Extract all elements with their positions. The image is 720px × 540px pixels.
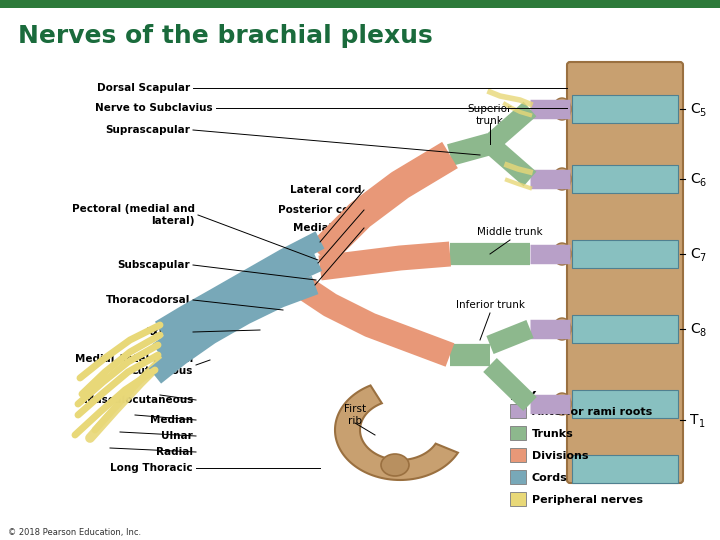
Bar [510, 492, 526, 506]
Text: C: C [690, 322, 700, 336]
Text: Peripheral nerves: Peripheral nerves [532, 495, 643, 505]
Text: Trunks: Trunks [532, 429, 574, 439]
Text: Posterior cord: Posterior cord [278, 205, 362, 215]
Text: Cords: Cords [532, 473, 568, 483]
Bar [572, 95, 678, 123]
Text: Dorsal Scapular: Dorsal Scapular [97, 83, 190, 93]
Text: 1: 1 [699, 419, 705, 429]
Text: Axillary: Axillary [145, 327, 190, 337]
Text: Nerves of the brachial plexus: Nerves of the brachial plexus [18, 24, 433, 48]
Text: 6: 6 [699, 178, 705, 188]
Ellipse shape [381, 454, 409, 476]
Ellipse shape [553, 243, 571, 265]
Text: Thoracodorsal: Thoracodorsal [106, 295, 190, 305]
Bar [572, 315, 678, 343]
Text: 5: 5 [699, 108, 706, 118]
Ellipse shape [553, 98, 571, 120]
Bar [572, 390, 678, 418]
Ellipse shape [553, 168, 571, 190]
Text: Median: Median [150, 415, 193, 425]
Text: C: C [690, 172, 700, 186]
Text: Pectoral (medial and
lateral): Pectoral (medial and lateral) [72, 204, 195, 226]
Text: Suprascapular: Suprascapular [105, 125, 190, 135]
Text: T: T [690, 413, 698, 427]
Text: 7: 7 [699, 253, 706, 263]
Text: Superior
trunk: Superior trunk [468, 104, 512, 126]
Text: C: C [690, 247, 700, 261]
Text: Medial Antebrachial
Cutaneous: Medial Antebrachial Cutaneous [75, 354, 193, 376]
Text: Ulnar: Ulnar [161, 431, 193, 441]
Bar [572, 455, 678, 483]
Text: C: C [690, 102, 700, 116]
Bar [572, 165, 678, 193]
Text: Divisions: Divisions [532, 451, 588, 461]
Text: First
rib: First rib [344, 404, 366, 426]
Text: KEY: KEY [510, 390, 537, 403]
Text: 8: 8 [699, 328, 705, 338]
Text: Nerve to Subclavius: Nerve to Subclavius [95, 103, 213, 113]
Text: © 2018 Pearson Education, Inc.: © 2018 Pearson Education, Inc. [8, 529, 141, 537]
Text: Musculocutaneous: Musculocutaneous [84, 395, 193, 405]
Bar [510, 404, 526, 418]
Ellipse shape [553, 318, 571, 340]
Text: Long Thoracic: Long Thoracic [110, 463, 193, 473]
Text: Radial: Radial [156, 447, 193, 457]
Polygon shape [335, 386, 458, 480]
Text: Anterior rami roots: Anterior rami roots [532, 407, 652, 417]
Bar [510, 470, 526, 484]
Text: Middle trunk: Middle trunk [477, 227, 543, 237]
Text: Inferior trunk: Inferior trunk [456, 300, 524, 310]
Text: Lateral cord: Lateral cord [290, 185, 362, 195]
Bar [0, 0, 720, 8]
Text: Subscapular: Subscapular [117, 260, 190, 270]
Ellipse shape [553, 393, 571, 415]
FancyBboxPatch shape [567, 62, 683, 483]
Bar [572, 240, 678, 268]
Bar [510, 426, 526, 440]
Text: Medial cord: Medial cord [293, 223, 362, 233]
Bar [510, 448, 526, 462]
